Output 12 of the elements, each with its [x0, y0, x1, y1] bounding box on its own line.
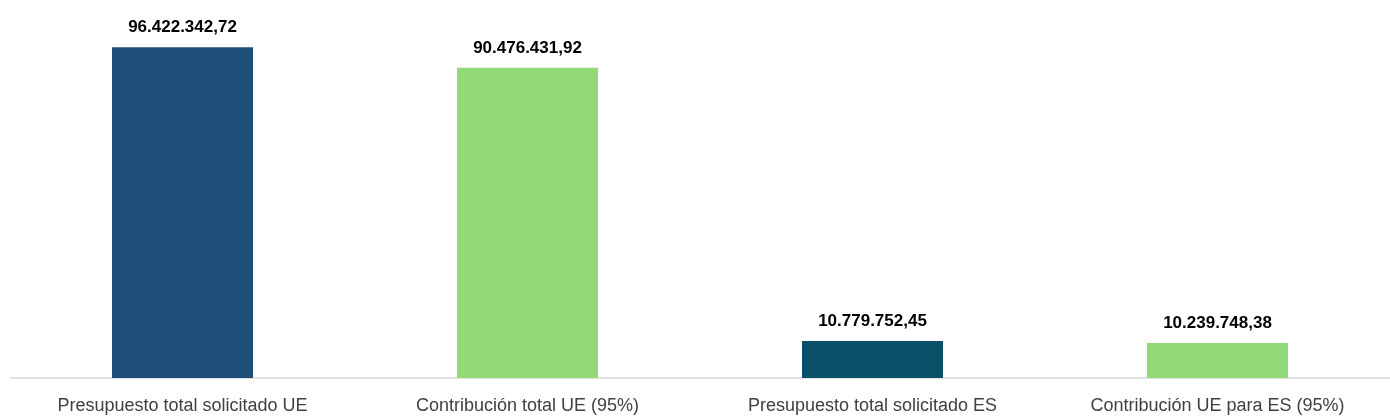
x-tick-label: Contribución total UE (95%)	[415, 395, 640, 415]
x-tick-label: Contribución UE para ES (95%)	[1090, 395, 1345, 415]
data-label: 10.779.752,45	[818, 311, 927, 331]
data-label: 90.476.431,92	[473, 37, 582, 57]
bar	[112, 47, 253, 378]
bar	[1147, 342, 1288, 378]
data-label: 10.239.748,38	[1163, 312, 1272, 332]
x-tick-label: Presupuesto total solicitado ES	[747, 395, 998, 415]
x-tick-label: Presupuesto total solicitado UE	[57, 395, 308, 415]
data-label: 96.422.342,72	[128, 17, 237, 37]
bar	[457, 67, 598, 378]
bar	[802, 341, 943, 378]
